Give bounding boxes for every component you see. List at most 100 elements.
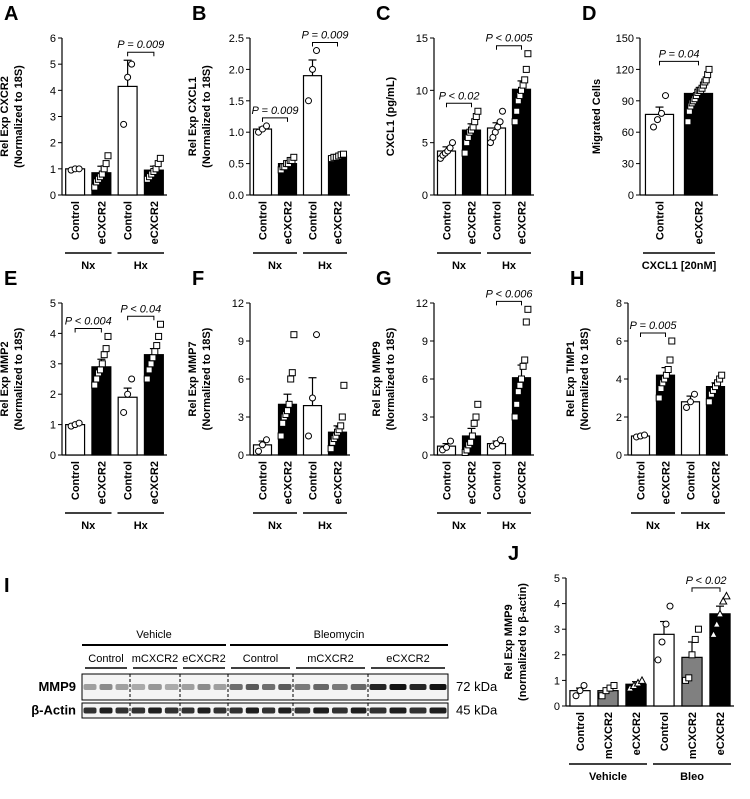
data-point [263, 436, 270, 444]
bar [709, 613, 731, 707]
p-value: P < 0.02 [439, 90, 480, 102]
data-point [263, 122, 270, 130]
data-point [511, 118, 519, 126]
x-tick-label: Control [308, 461, 320, 500]
data-point [722, 591, 731, 600]
blot-band [213, 707, 227, 714]
y-axis-label: Rel Exp MMP2 [0, 341, 11, 416]
data-point [524, 50, 532, 58]
data-point [499, 107, 506, 115]
row-label: β-Actin [31, 703, 76, 718]
y-tick-label: 12 [232, 298, 244, 310]
data-point [468, 432, 476, 440]
group-label: Nx [268, 520, 283, 532]
data-point [153, 342, 161, 350]
x-tick-label: eCXCR2 [694, 201, 706, 244]
y-tick-label: 3 [50, 359, 56, 371]
data-point [691, 635, 699, 643]
blot-band [99, 707, 113, 714]
bar [252, 128, 273, 196]
blot-band [262, 684, 276, 690]
blot-band [369, 707, 387, 714]
data-point [313, 47, 320, 55]
blot-band [245, 684, 259, 690]
y-tick-label: 6 [616, 336, 622, 348]
data-point [683, 404, 690, 411]
data-point [279, 419, 287, 427]
data-point [449, 139, 456, 147]
data-point [522, 318, 530, 326]
group-label: Nx [646, 520, 661, 532]
blot-band [229, 684, 243, 690]
data-point [654, 656, 662, 664]
significance-bracket [262, 117, 288, 122]
data-point [474, 107, 482, 115]
y-tick-label: 0.0 [229, 190, 244, 202]
y-tick-label: 4 [616, 374, 622, 386]
data-point [705, 398, 713, 406]
group-label: Nx [81, 260, 96, 272]
p-value: P < 0.005 [486, 33, 534, 45]
y-axis-label: (Normalized to 18S) [201, 327, 213, 430]
blot-band [245, 707, 259, 714]
bar [65, 168, 86, 196]
data-point [284, 407, 291, 415]
y-axis-label: (normalized to β-actin) [517, 583, 529, 701]
y-tick-label: 5 [554, 573, 560, 585]
y-tick-label: 15 [416, 33, 428, 45]
bar [653, 633, 675, 707]
data-point [474, 400, 482, 408]
data-point [705, 65, 713, 73]
data-point [461, 149, 469, 157]
group-label: Hx [318, 260, 333, 272]
data-point [443, 443, 450, 451]
y-tick-label: 1.5 [229, 96, 244, 108]
y-tick-label: 4 [50, 85, 56, 97]
data-point [151, 348, 159, 356]
blot-band [409, 707, 427, 714]
blot-band [429, 684, 447, 690]
panel-letter: E [4, 268, 17, 290]
data-point [309, 65, 316, 73]
data-point [470, 419, 478, 427]
data-point [718, 371, 726, 379]
y-tick-label: 0 [238, 450, 244, 462]
y-tick-label: 1 [554, 675, 560, 687]
data-point [658, 638, 666, 646]
group-label: Hx [502, 520, 517, 532]
data-point [684, 118, 692, 126]
data-point [287, 375, 295, 383]
data-point [688, 651, 696, 659]
data-point [524, 305, 532, 313]
y-tick-label: 60 [622, 127, 634, 139]
treatment-label: Vehicle [136, 629, 171, 641]
blot-band [350, 684, 367, 690]
data-point [522, 65, 530, 73]
significance-bracket [659, 60, 699, 66]
data-point [666, 356, 674, 364]
data-point [513, 107, 521, 115]
data-point [657, 385, 665, 392]
blot-band [148, 684, 162, 690]
data-point [580, 682, 588, 690]
group-label: Hx [134, 260, 149, 272]
y-tick-label: 90 [622, 96, 634, 108]
data-point [655, 394, 663, 402]
data-point [338, 413, 346, 421]
data-point [641, 431, 648, 439]
blot-band [313, 684, 329, 690]
y-tick-label: 10 [416, 85, 428, 97]
lane-label: mCXCR2 [132, 653, 178, 665]
data-point [309, 394, 316, 402]
x-tick-label: Control [123, 201, 135, 240]
data-point [91, 381, 99, 389]
blot-band [131, 707, 146, 714]
data-point [259, 441, 266, 449]
data-point [156, 154, 164, 162]
x-tick-label: Control [70, 201, 82, 240]
bar [117, 396, 138, 456]
data-point [120, 120, 128, 128]
significance-bracket [446, 102, 472, 108]
data-point [687, 398, 694, 406]
